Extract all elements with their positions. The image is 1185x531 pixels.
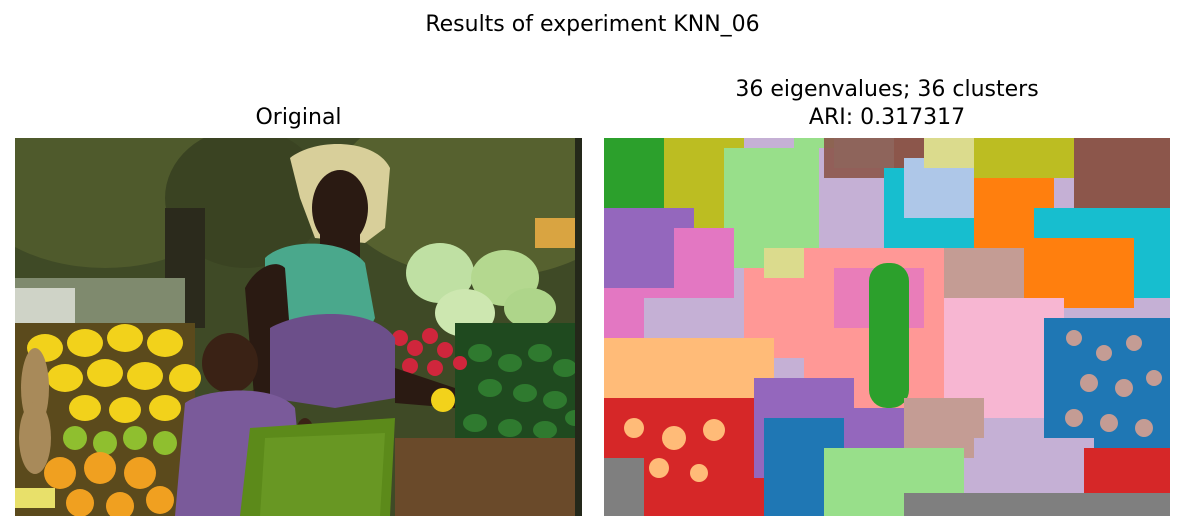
- original-image-illustration: [15, 138, 582, 516]
- right-panel-title-line2: ARI: 0.317317: [808, 105, 966, 130]
- segmentation-image: [604, 138, 1170, 516]
- segmentation-map: [604, 138, 1170, 516]
- right-panel-title-line1: 36 eigenvalues; 36 clusters: [735, 77, 1039, 102]
- figure-title: Results of experiment KNN_06: [425, 12, 760, 37]
- original-image: [15, 138, 582, 516]
- right-panel-title: 36 eigenvalues; 36 clusters ARI: 0.31731…: [604, 76, 1170, 132]
- left-panel-title: Original: [255, 105, 342, 130]
